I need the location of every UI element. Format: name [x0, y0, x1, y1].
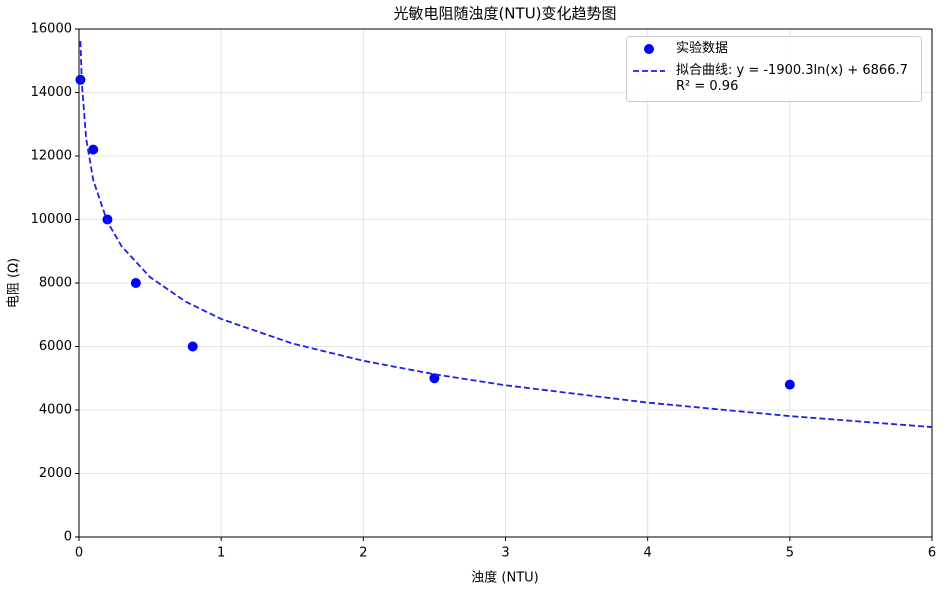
- x-tick-label: 6: [928, 546, 936, 561]
- y-tick-label: 14000: [31, 85, 72, 100]
- y-axis-label: 电阻 (Ω): [7, 258, 22, 308]
- legend-label: 拟合曲线: y = -1900.3ln(x) + 6866.7 R² = 0.9…: [676, 63, 908, 94]
- x-tick-label: 4: [644, 546, 652, 561]
- fit-line: [79, 41, 932, 428]
- plot-frame: [78, 28, 933, 538]
- legend-label: 实验数据: [676, 41, 729, 56]
- y-tick-label: 2000: [39, 466, 72, 481]
- x-tick-label: 3: [501, 546, 509, 561]
- data-point: [784, 379, 795, 390]
- legend: 实验数据拟合曲线: y = -1900.3ln(x) + 6866.7 R² =…: [626, 36, 922, 102]
- y-tick-label: 4000: [39, 403, 72, 418]
- x-tick-label: 0: [75, 546, 83, 561]
- x-tick-label: 5: [786, 546, 794, 561]
- legend-symbol: [644, 44, 654, 54]
- x-axis-label: 浊度 (NTU): [471, 570, 538, 586]
- y-tick-label: 10000: [31, 212, 72, 227]
- x-tick-label: 1: [217, 546, 225, 561]
- data-point: [75, 74, 86, 85]
- chart-title: 光敏电阻随浊度(NTU)变化趋势图: [393, 5, 616, 23]
- y-tick-label: 16000: [31, 22, 72, 37]
- legend-marker: [644, 44, 654, 54]
- x-tick-label: 2: [359, 546, 367, 561]
- data-point: [88, 144, 99, 155]
- y-tick-label: 6000: [39, 339, 72, 354]
- y-tick-label: 12000: [31, 149, 72, 164]
- y-tick-label: 0: [64, 530, 72, 545]
- data-point: [429, 373, 440, 384]
- data-point: [187, 341, 198, 352]
- legend-symbol: [633, 70, 665, 72]
- data-point: [130, 278, 141, 288]
- y-tick-label: 8000: [39, 276, 72, 291]
